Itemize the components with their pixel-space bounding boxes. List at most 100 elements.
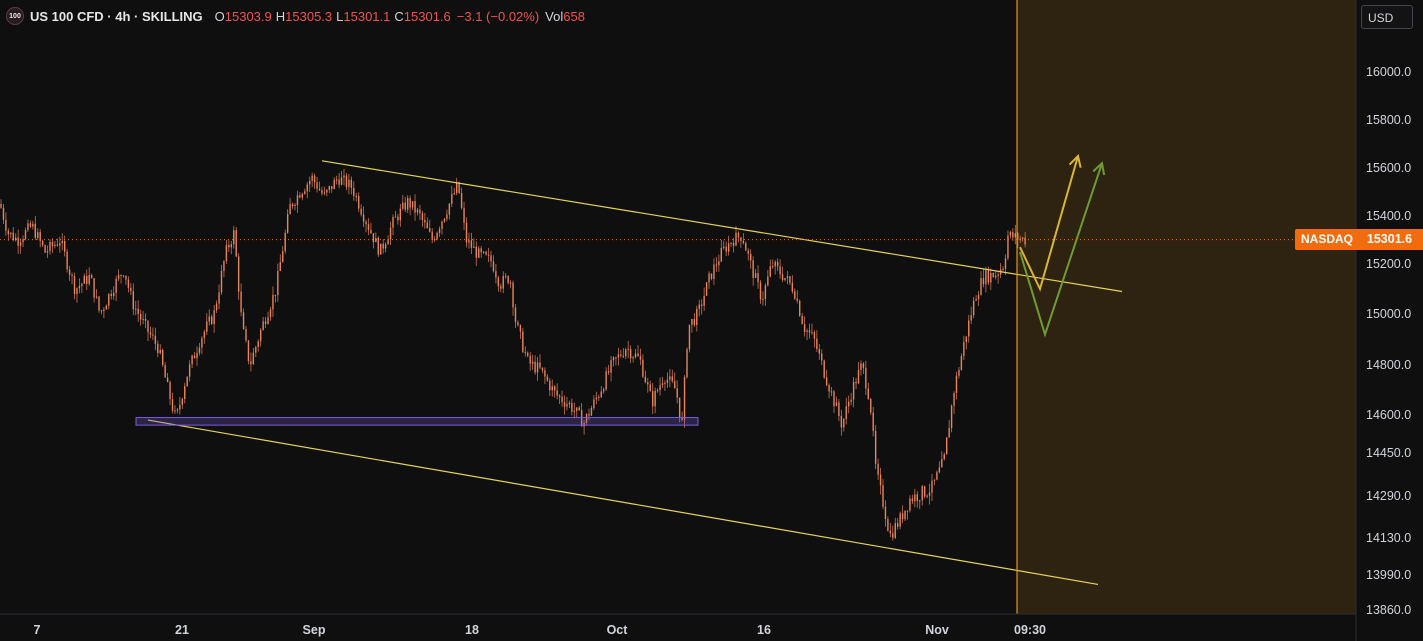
candle-body	[750, 253, 752, 261]
candle-body	[103, 309, 105, 312]
candle-body	[796, 298, 798, 301]
candle-body	[135, 308, 137, 310]
candle-body	[397, 216, 399, 221]
candle-body	[152, 334, 154, 336]
candle-body	[855, 381, 857, 384]
candle-body	[580, 409, 583, 427]
candle-body	[622, 355, 624, 357]
candle-body	[997, 274, 999, 276]
candle-body	[7, 230, 10, 235]
candle-body	[362, 214, 365, 222]
candle-body	[51, 241, 54, 247]
candle-body	[81, 283, 83, 286]
price-tick-label: 14800.0	[1366, 358, 1412, 372]
candle-body	[242, 312, 245, 330]
candle-body	[745, 243, 747, 251]
candle-body	[522, 331, 524, 353]
candle-body	[198, 347, 201, 353]
candle-body	[443, 218, 446, 222]
drawings-layer	[0, 0, 1356, 614]
candle-body	[426, 222, 428, 229]
candle-body	[872, 412, 874, 431]
candle-body	[220, 270, 223, 293]
candle-body	[90, 274, 93, 279]
candle-body	[431, 231, 433, 240]
price-tick-label: 14450.0	[1366, 446, 1412, 460]
candle-body	[480, 248, 482, 253]
candle-body	[404, 202, 406, 210]
symbol-logo[interactable]: 100	[6, 7, 24, 25]
candle-body	[191, 355, 193, 365]
candle-body	[88, 274, 90, 284]
candle-body	[850, 399, 852, 402]
candle-body	[419, 209, 421, 214]
candle-body	[884, 506, 887, 520]
price-tick-label: 13990.0	[1366, 568, 1412, 582]
candle-body	[781, 274, 784, 281]
candle-body	[306, 184, 308, 192]
candle-body	[686, 349, 688, 378]
ohlc-close: C15301.6	[394, 8, 451, 24]
candle-body	[1012, 231, 1014, 238]
candle-body	[326, 189, 328, 193]
time-tick-label: Nov	[925, 623, 949, 637]
time-tick-label: Sep	[302, 623, 326, 637]
candle-body	[995, 275, 997, 278]
candle-body	[867, 388, 869, 399]
candle-body	[980, 278, 982, 295]
candle-body	[250, 361, 252, 365]
candle-body	[693, 319, 696, 326]
candle-body	[517, 322, 519, 326]
candle-body	[894, 523, 896, 538]
candle-body	[598, 396, 600, 398]
candle-body	[416, 209, 419, 213]
candle-body	[652, 391, 654, 407]
candle-body	[629, 348, 632, 359]
candle-body	[578, 407, 580, 410]
candle-body	[509, 282, 512, 284]
candle-body	[593, 399, 595, 409]
candle-body	[703, 295, 705, 306]
symbol-title[interactable]: US 100 CFD · 4h · SKILLING	[30, 8, 203, 24]
candle-body	[926, 495, 928, 497]
channel-trendline	[321, 160, 1123, 293]
candle-body	[66, 251, 68, 270]
candle-body	[759, 282, 762, 300]
candle-body	[968, 320, 970, 337]
candle-body	[44, 245, 46, 253]
candle-body	[235, 230, 237, 257]
candle-body	[49, 241, 51, 252]
candle-body	[196, 352, 198, 359]
candle-body	[960, 356, 963, 370]
candle-body	[789, 276, 791, 283]
candle-body	[681, 417, 683, 420]
candle-body	[137, 308, 139, 314]
candle-body	[71, 274, 73, 276]
candle-body	[529, 355, 531, 364]
candle-body	[125, 275, 127, 280]
candle-body	[159, 350, 161, 354]
candle-body	[948, 427, 950, 438]
candle-body	[590, 408, 593, 416]
candle-body	[776, 261, 779, 267]
candle-body	[977, 294, 980, 300]
candle-body	[367, 224, 370, 230]
candle-body	[321, 190, 323, 194]
candle-body	[309, 180, 311, 185]
candle-body	[211, 316, 213, 324]
candle-body	[59, 243, 61, 246]
candle-body	[5, 219, 7, 231]
candle-body	[105, 305, 108, 310]
candle-body	[928, 492, 931, 496]
candle-body	[615, 357, 617, 359]
candle-body	[558, 395, 561, 397]
candle-body	[720, 247, 722, 262]
candle-body	[223, 261, 225, 271]
candle-body	[203, 331, 206, 339]
candle-body	[654, 390, 656, 407]
currency-button[interactable]: USD	[1361, 5, 1413, 29]
candle-body	[446, 214, 448, 219]
candle-body	[965, 336, 967, 343]
candle-body	[1021, 237, 1024, 239]
